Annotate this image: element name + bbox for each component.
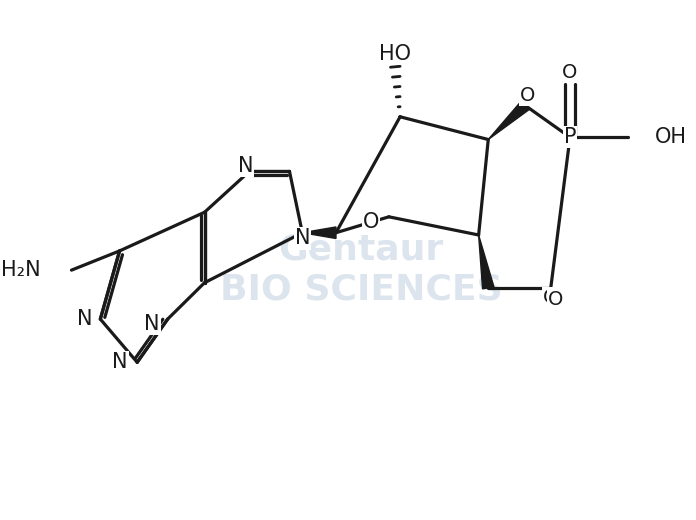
Text: HO: HO (379, 44, 411, 64)
Text: N: N (112, 352, 127, 372)
Text: H₂N: H₂N (1, 260, 40, 280)
Text: P: P (564, 127, 576, 147)
Text: N: N (145, 314, 160, 334)
Text: N: N (238, 155, 253, 176)
Text: OH: OH (655, 127, 687, 147)
Text: N: N (77, 309, 93, 329)
Text: O: O (521, 86, 536, 105)
Text: O: O (363, 212, 379, 231)
Text: O: O (543, 288, 558, 307)
Text: O: O (562, 63, 578, 82)
Polygon shape (489, 101, 529, 139)
Polygon shape (302, 227, 336, 239)
Text: N: N (294, 228, 310, 249)
Text: O: O (548, 290, 563, 309)
Text: Gentaur
BIO SCIENCES: Gentaur BIO SCIENCES (220, 233, 503, 306)
Polygon shape (479, 235, 494, 289)
